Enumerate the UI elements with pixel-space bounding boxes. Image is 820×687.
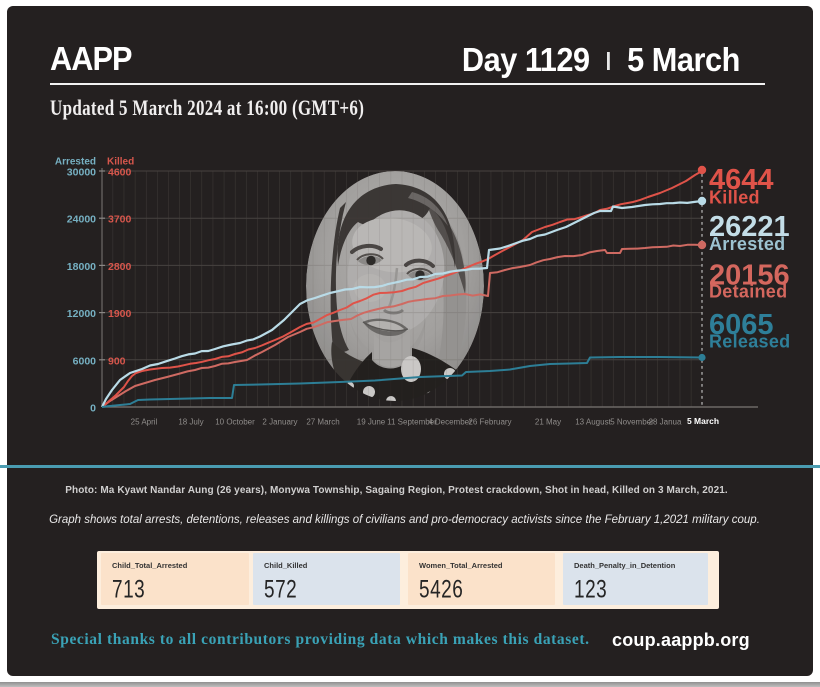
svg-text:4 December: 4 December bbox=[428, 418, 472, 427]
svg-text:24000: 24000 bbox=[67, 214, 96, 226]
svg-text:19 June: 19 June bbox=[357, 418, 386, 427]
svg-text:1900: 1900 bbox=[108, 308, 132, 320]
svg-text:3700: 3700 bbox=[108, 214, 132, 226]
svg-text:18 July: 18 July bbox=[178, 418, 203, 427]
svg-text:27 March: 27 March bbox=[306, 418, 339, 427]
svg-text:Killed: Killed bbox=[107, 157, 134, 168]
svg-text:6000: 6000 bbox=[73, 355, 97, 367]
svg-text:18000: 18000 bbox=[67, 261, 96, 273]
svg-text:11 September: 11 September bbox=[387, 418, 437, 427]
svg-text:30000: 30000 bbox=[67, 167, 96, 179]
svg-text:25 April: 25 April bbox=[131, 418, 158, 427]
svg-text:21 May: 21 May bbox=[535, 418, 561, 427]
svg-text:Released: Released bbox=[709, 332, 790, 352]
svg-text:4644: 4644 bbox=[709, 164, 774, 196]
svg-text:Detained: Detained bbox=[709, 282, 787, 302]
svg-text:5 March: 5 March bbox=[687, 416, 719, 426]
svg-text:900: 900 bbox=[108, 355, 126, 367]
svg-text:4600: 4600 bbox=[108, 167, 132, 179]
svg-text:20156: 20156 bbox=[709, 260, 790, 292]
svg-text:28 Janua: 28 Janua bbox=[649, 418, 682, 427]
svg-text:2 January: 2 January bbox=[262, 418, 297, 427]
svg-text:2800: 2800 bbox=[108, 261, 132, 273]
svg-text:Arrested: Arrested bbox=[709, 234, 785, 254]
svg-text:5 November: 5 November bbox=[610, 418, 654, 427]
svg-text:Arrested: Arrested bbox=[55, 157, 96, 168]
svg-text:10 October: 10 October bbox=[215, 418, 255, 427]
svg-text:12000: 12000 bbox=[67, 308, 96, 320]
svg-text:26221: 26221 bbox=[709, 211, 790, 243]
svg-text:0: 0 bbox=[90, 403, 96, 415]
svg-text:26 February: 26 February bbox=[468, 418, 511, 427]
svg-text:13 August: 13 August bbox=[575, 418, 611, 427]
svg-text:Killed: Killed bbox=[709, 188, 760, 208]
svg-text:6065: 6065 bbox=[709, 309, 774, 341]
